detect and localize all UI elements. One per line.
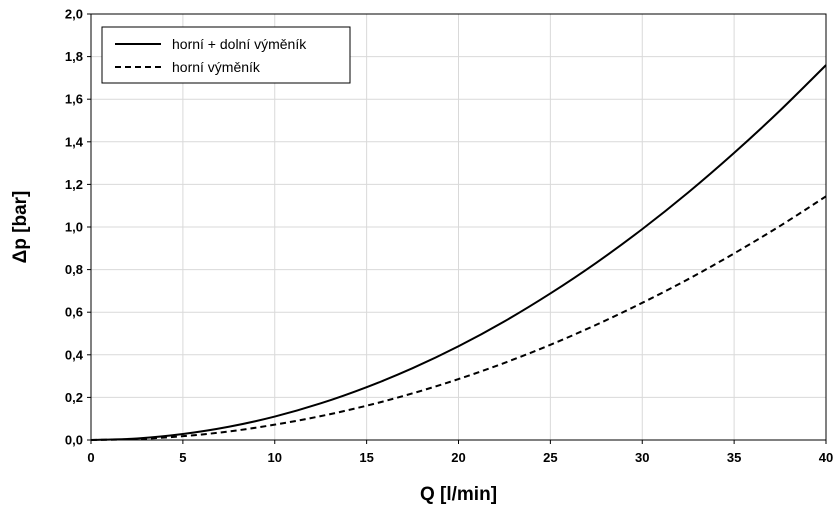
y-tick-label: 0,4: [65, 347, 84, 362]
series-layer: [90, 64, 827, 441]
x-tick-label: 35: [727, 450, 741, 465]
legend-box: [101, 26, 351, 84]
y-tick-label: 1,4: [65, 134, 84, 149]
y-tick-label: 1,6: [65, 92, 83, 107]
y-tick-label: 2,0: [65, 7, 83, 22]
y-tick-label: 1,0: [65, 220, 83, 235]
x-tick-labels: 0 5 10 15 20 25 30 35 40: [87, 450, 833, 465]
tick-marks: [87, 13, 827, 444]
legend-label-2: horní výměník: [172, 59, 261, 75]
x-tick-label: 20: [451, 450, 465, 465]
y-tick-label: 1,2: [65, 177, 83, 192]
y-tick-label: 0,8: [65, 262, 83, 277]
y-tick-label: 1,8: [65, 49, 83, 64]
y-axis-title: Δp [bar]: [10, 191, 31, 264]
x-tick-label: 30: [635, 450, 649, 465]
x-tick-label: 15: [359, 450, 373, 465]
grid-lines: [91, 14, 826, 440]
x-tick-label: 0: [87, 450, 94, 465]
legend-label-1: horní + dolní výměník: [172, 36, 307, 52]
x-axis-title: Q [l/min]: [420, 484, 497, 505]
y-tick-label: 0,0: [65, 433, 83, 448]
series-line-2: [90, 195, 827, 441]
legend: horní + dolní výměník horní výměník: [101, 26, 351, 84]
x-tick-label: 25: [543, 450, 557, 465]
series-line-1: [90, 64, 827, 441]
x-tick-label: 10: [268, 450, 282, 465]
x-tick-label: 40: [819, 450, 833, 465]
y-tick-label: 0,6: [65, 305, 83, 320]
y-tick-labels: 0,0 0,2 0,4 0,6 0,8 1,0 1,2 1,4 1,6 1,8 2,0: [65, 7, 84, 448]
y-tick-label: 0,2: [65, 390, 83, 405]
x-tick-label: 5: [179, 450, 186, 465]
